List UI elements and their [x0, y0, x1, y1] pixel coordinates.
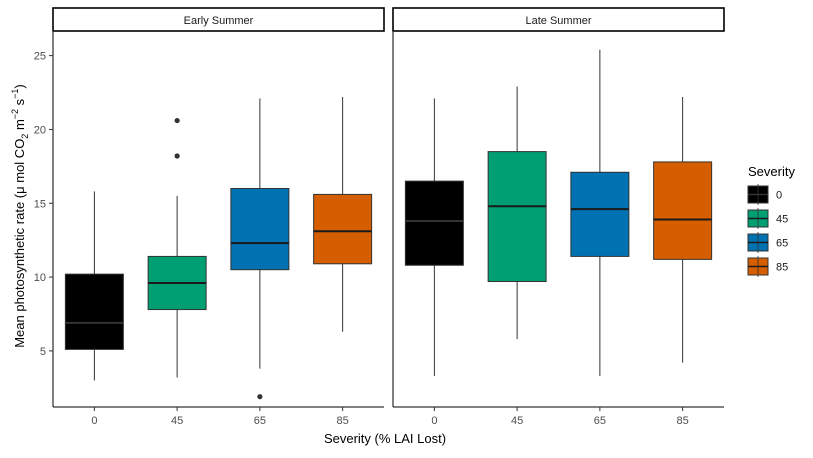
- box-early-45-outlier: [174, 153, 180, 159]
- x-tick-label: 0: [431, 415, 437, 427]
- box-early-0: [64, 191, 124, 381]
- box-late-85: [653, 96, 713, 363]
- legend-label-0: 0: [776, 190, 782, 202]
- legend-key-65: [747, 232, 769, 253]
- strip-early-summer: [52, 7, 385, 32]
- box-late-85-iqr-box: [653, 161, 713, 260]
- x-tick-label: 65: [594, 415, 606, 427]
- box-late-45: [487, 86, 547, 340]
- box-early-65-outlier: [257, 394, 263, 400]
- x-tick-label: 45: [171, 415, 183, 427]
- box-early-65-iqr-box: [230, 187, 290, 271]
- strip-late-summer: [392, 7, 725, 32]
- x-axis: 0 45 65 85 0 45 65 85: [91, 407, 689, 427]
- x-tick-label: 0: [91, 415, 97, 427]
- box-early-45: [147, 117, 207, 378]
- legend-key-45: [747, 208, 769, 229]
- box-early-85: [313, 96, 373, 332]
- x-tick-label: 45: [511, 415, 523, 427]
- y-tick-label: 10: [34, 272, 46, 284]
- legend-key-0: [747, 184, 769, 205]
- panels: [52, 32, 724, 408]
- y-tick-label: 25: [34, 51, 46, 63]
- box-late-45-iqr-box: [487, 151, 547, 283]
- y-tick-label: 5: [40, 346, 46, 358]
- x-tick-label: 85: [677, 415, 689, 427]
- legend-title: Severity: [748, 164, 795, 179]
- facet-strips: Early Summer Late Summer: [52, 7, 725, 32]
- legend-label-45: 45: [776, 214, 788, 226]
- box-late-65: [570, 49, 630, 376]
- x-tick-label: 65: [254, 415, 266, 427]
- x-axis-title: Severity (% LAI Lost): [324, 431, 446, 446]
- strip-label-early-summer: Early Summer: [184, 15, 254, 27]
- x-tick-label: 85: [337, 415, 349, 427]
- box-early-45-outlier: [174, 117, 180, 124]
- legend-label-85: 85: [776, 262, 788, 274]
- box-late-0: [404, 98, 464, 376]
- y-axis: 5 10 15 20 25: [34, 51, 53, 358]
- legend-key-85: [747, 256, 769, 277]
- legend: Severity 0 45 65 85: [747, 164, 795, 277]
- box-early-0-iqr-box: [64, 273, 124, 350]
- box-late-65-iqr-box: [570, 171, 630, 257]
- y-tick-label: 20: [34, 124, 46, 136]
- box-early-85-iqr-box: [313, 193, 373, 265]
- y-tick-label: 15: [34, 198, 46, 210]
- y-axis-title: Mean photosynthetic rate (μ mol CO2 m−2 …: [10, 84, 30, 348]
- box-late-0-iqr-box: [404, 180, 464, 266]
- strip-label-late-summer: Late Summer: [525, 15, 591, 27]
- legend-label-65: 65: [776, 238, 788, 250]
- box-early-65: [230, 98, 290, 400]
